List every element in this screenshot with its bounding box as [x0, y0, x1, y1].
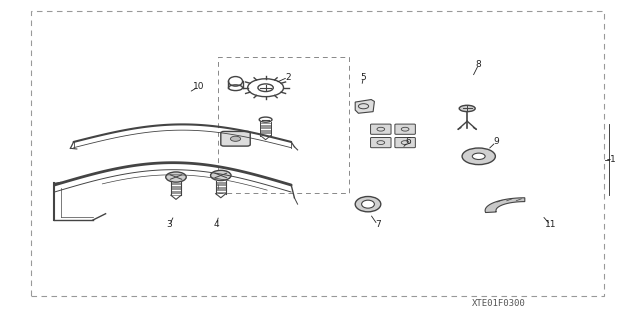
Polygon shape [355, 100, 374, 113]
Circle shape [230, 136, 241, 141]
Text: 11: 11 [545, 220, 556, 229]
Text: 3: 3 [167, 220, 172, 229]
Circle shape [472, 153, 485, 160]
Text: 7: 7 [375, 220, 380, 229]
Bar [31, 11, 604, 296]
Circle shape [166, 172, 186, 182]
Polygon shape [485, 198, 525, 212]
FancyBboxPatch shape [221, 131, 250, 146]
Circle shape [211, 170, 231, 181]
Text: 4: 4 [214, 220, 219, 229]
Text: 6: 6 [406, 137, 411, 146]
Text: 1: 1 [611, 155, 616, 164]
Ellipse shape [460, 105, 476, 112]
Text: 9: 9 [493, 137, 499, 146]
Bar [218, 57, 349, 193]
Ellipse shape [362, 200, 374, 208]
Text: XTE01F0300: XTE01F0300 [472, 299, 526, 308]
FancyBboxPatch shape [371, 124, 391, 134]
Text: 8: 8 [476, 60, 481, 69]
Circle shape [462, 148, 495, 165]
FancyBboxPatch shape [395, 137, 415, 148]
Text: 10: 10 [193, 82, 204, 91]
FancyBboxPatch shape [371, 137, 391, 148]
Text: 2: 2 [285, 73, 291, 82]
Text: 5: 5 [361, 73, 366, 82]
FancyBboxPatch shape [395, 124, 415, 134]
Ellipse shape [355, 197, 381, 212]
